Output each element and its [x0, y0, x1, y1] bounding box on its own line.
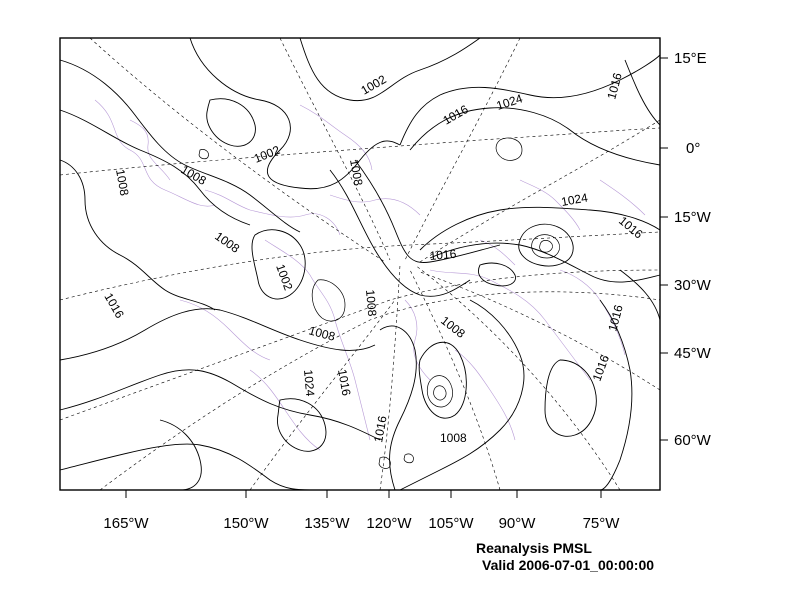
bottom-axis: 165°W 150°W 135°W 120°W 105°W 90°W 75°W [103, 490, 620, 532]
contour-label: 1024 [301, 369, 317, 397]
lon-tick-label: 90°W [499, 515, 537, 532]
pmsl-contours [59, 37, 661, 491]
lon-tick-label: 105°W [428, 515, 474, 532]
contour-label: 1008 [440, 431, 467, 445]
contour-label: 1016 [429, 247, 457, 263]
lat-tick-label: 15°W [674, 209, 712, 226]
contour-label: 1016 [616, 214, 646, 242]
lon-tick-label: 75°W [583, 515, 621, 532]
contour-labels: 1002 1016 1024 1016 1002 1008 1008 1008 … [101, 71, 645, 445]
contour-label: 1008 [113, 168, 131, 197]
contour-label: 1016 [590, 353, 612, 383]
right-axis: 15°E 0° 15°W 30°W 45°W 60°W [660, 50, 712, 449]
contour-label: 1016 [101, 291, 127, 321]
plot-frame [59, 37, 661, 491]
lon-tick-label: 120°W [366, 515, 412, 532]
map-caption-valid-time: Valid 2006-07-01_00:00:00 [482, 557, 655, 573]
lon-tick-label: 165°W [103, 515, 149, 532]
lon-tick-label: 150°W [223, 515, 269, 532]
lat-tick-label: 0° [686, 140, 700, 157]
contour-label: 1016 [604, 71, 625, 101]
graticule [59, 37, 661, 491]
contour-label: 1016 [441, 102, 471, 128]
contour-label: 1008 [347, 158, 365, 187]
contour-label: 1024 [560, 190, 589, 208]
contour-label: 1008 [179, 162, 209, 188]
contour-label: 1008 [363, 289, 379, 317]
contour-label: 1002 [273, 262, 295, 292]
contour-label: 1016 [605, 303, 626, 333]
contour-label: 1008 [212, 229, 242, 256]
contour-label: 1016 [371, 414, 389, 443]
lat-tick-label: 60°W [674, 432, 712, 449]
lat-tick-label: 15°E [674, 50, 707, 67]
lat-tick-label: 30°W [674, 277, 712, 294]
coastlines [94, 99, 646, 451]
lon-tick-label: 135°W [304, 515, 350, 532]
lat-tick-label: 45°W [674, 345, 712, 362]
contour-label: 1016 [335, 368, 353, 397]
contour-label: 1002 [252, 143, 282, 166]
contour-label: 1008 [438, 313, 468, 341]
contour-label: 1002 [359, 72, 389, 98]
contour-label: 1008 [307, 323, 337, 344]
map-caption-title: Reanalysis PMSL [476, 540, 592, 556]
